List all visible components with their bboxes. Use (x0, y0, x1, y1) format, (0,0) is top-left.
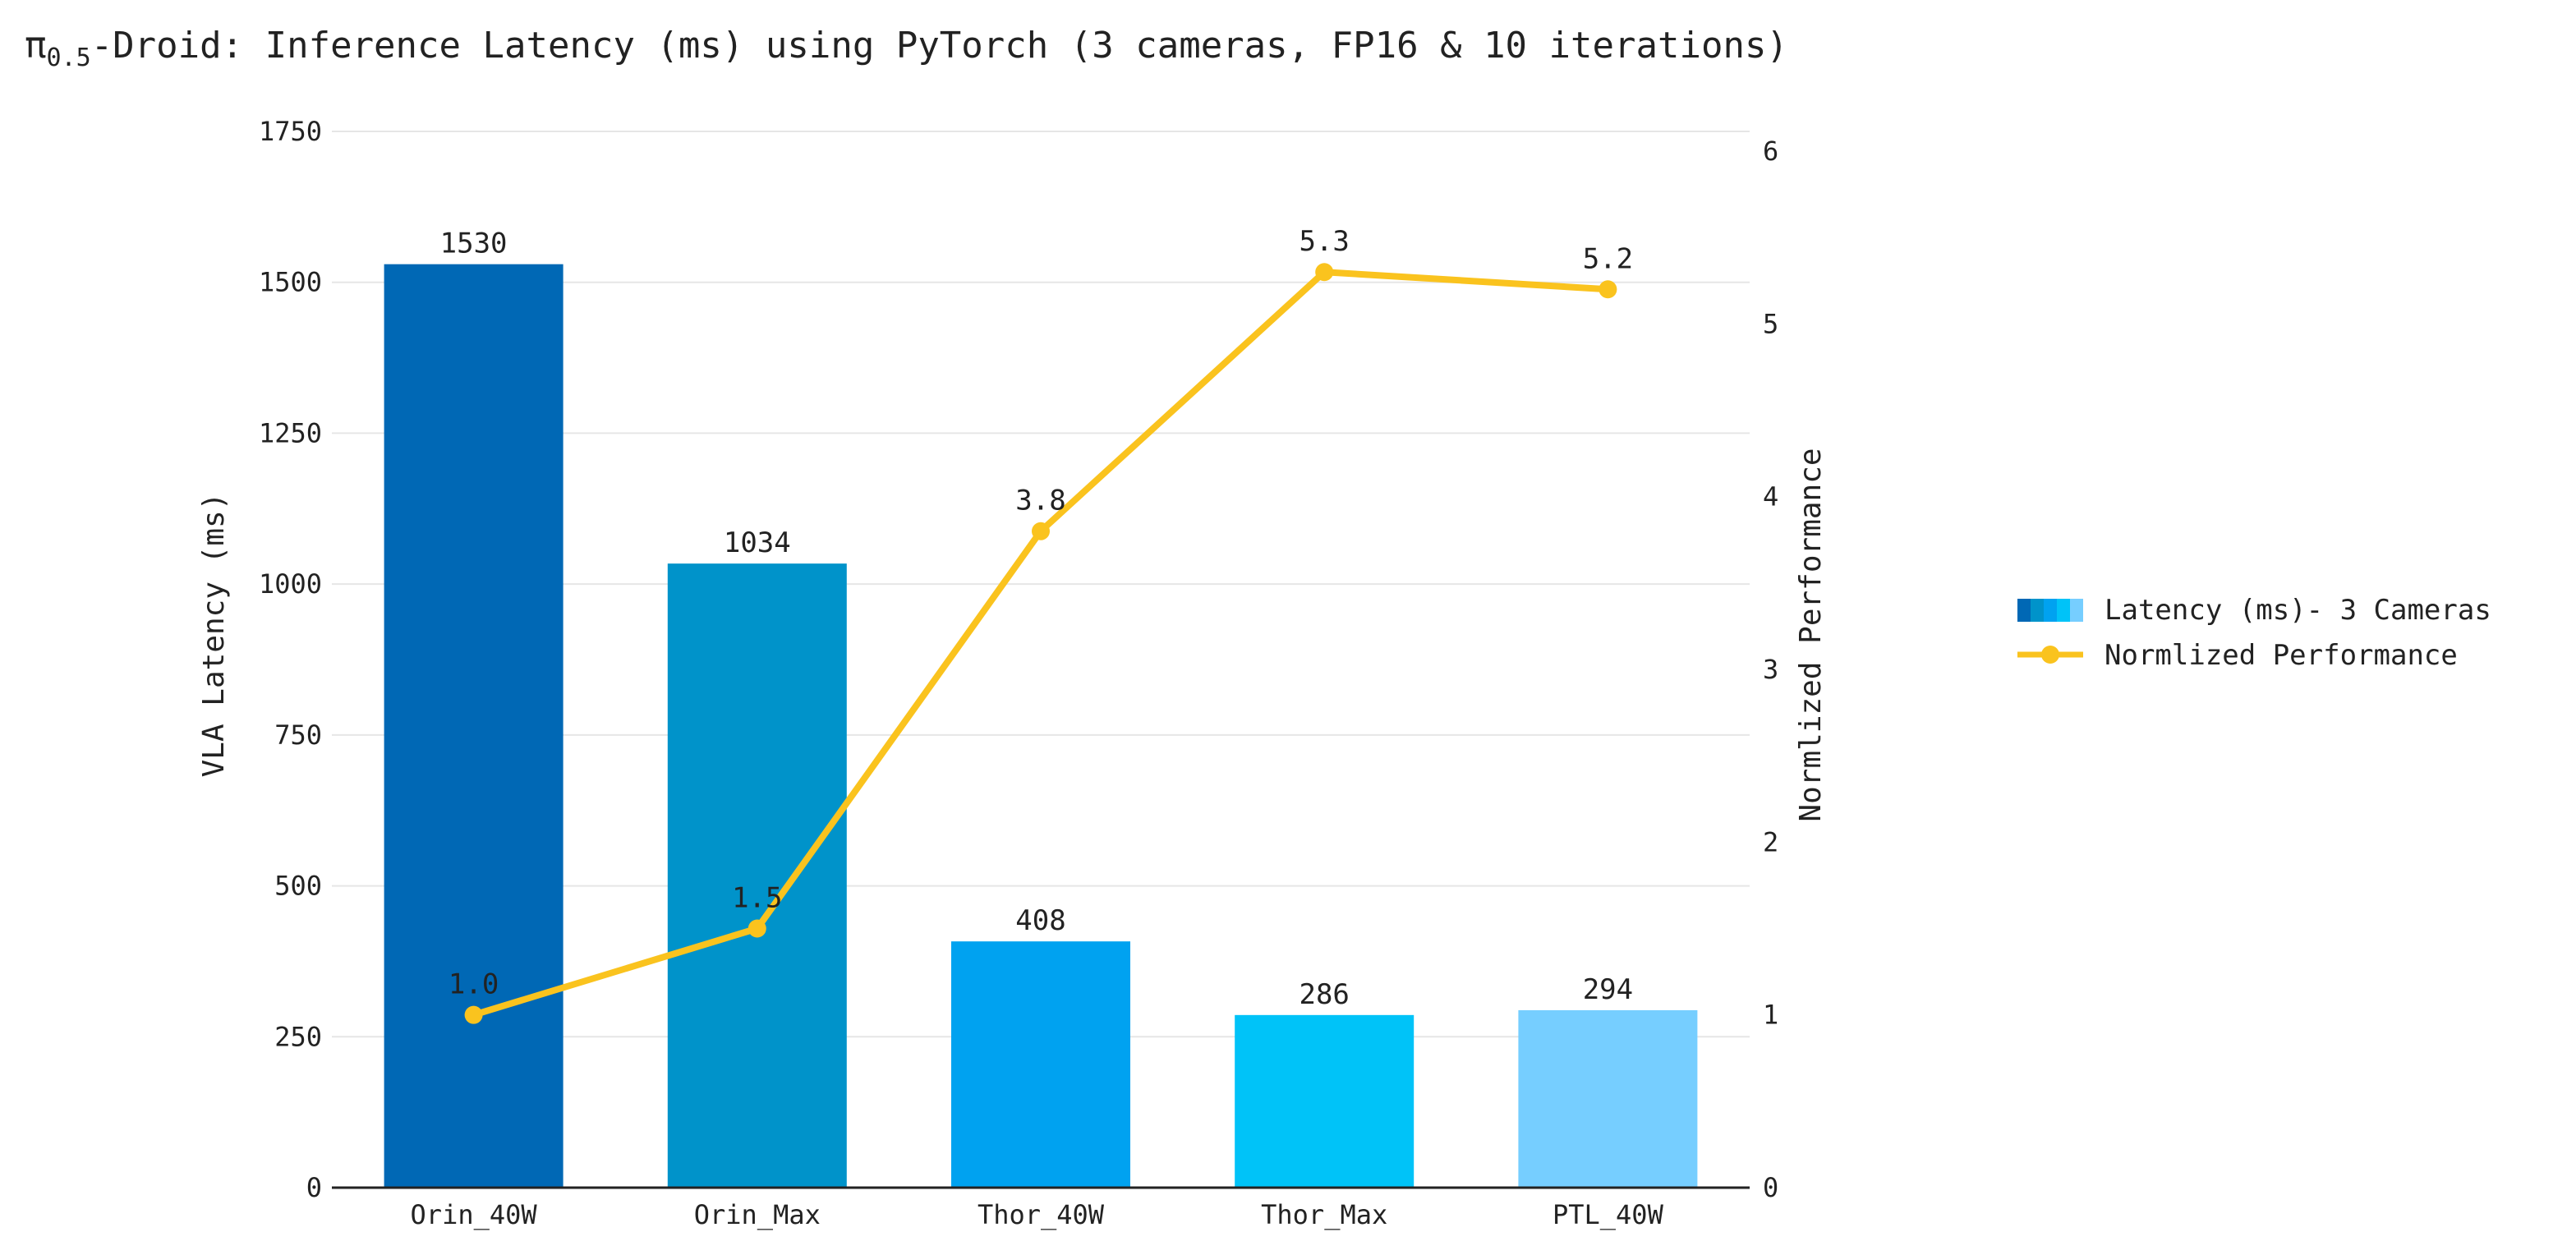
x-tick-label: Thor_40W (978, 1199, 1105, 1230)
performance-marker (1315, 263, 1334, 282)
y-axis-ticks: 0 250 500 750 1000 1250 1500 1750 (259, 116, 322, 1203)
line-value-label: 1.0 (448, 968, 499, 1001)
line-value-label: 3.8 (1015, 485, 1065, 517)
y2-axis-ticks: 0 1 2 3 4 5 6 (1763, 136, 1778, 1203)
performance-marker (748, 919, 766, 938)
y-tick-label: 750 (274, 719, 322, 751)
line-value-label: 5.3 (1299, 225, 1349, 258)
legend-bar-swatch (2017, 599, 2083, 622)
x-tick-label: Thor_Max (1261, 1199, 1387, 1230)
data-labels: 1530 1034 408 286 294 1.0 1.5 3.8 5.3 5.2 (440, 225, 1633, 1011)
y-tick-label: 1250 (259, 417, 322, 448)
x-tick-label: Orin_40W (411, 1199, 538, 1230)
bar (667, 563, 847, 1188)
bar-series (384, 264, 1698, 1188)
line-series (464, 263, 1617, 1024)
line-value-label: 1.5 (732, 882, 782, 915)
y2-tick-label: 6 (1763, 136, 1778, 167)
bar-value-label: 286 (1299, 978, 1349, 1011)
y-tick-label: 1750 (259, 116, 322, 147)
title-pi: π (25, 25, 47, 67)
bar-value-label: 408 (1015, 904, 1065, 937)
y-tick-label: 250 (274, 1021, 322, 1052)
x-tick-label: PTL_40W (1552, 1199, 1664, 1230)
gridlines (332, 131, 1750, 1038)
y2-tick-label: 5 (1763, 308, 1778, 339)
y-tick-label: 1000 (259, 568, 322, 600)
performance-marker (1032, 522, 1050, 540)
legend-swatch-segment (2031, 599, 2044, 622)
performance-marker (1598, 280, 1617, 299)
x-tick-label: Orin_Max (694, 1199, 821, 1230)
performance-line (472, 269, 1608, 1018)
legend-bar-label: Latency (ms)- 3 Cameras (2104, 594, 2491, 627)
legend-swatch-segment (2070, 599, 2083, 622)
legend-swatch-segment (2044, 599, 2057, 622)
bar-value-label: 1034 (724, 526, 791, 559)
y2-tick-label: 0 (1763, 1172, 1778, 1203)
chart-title: π0.5-Droid: Inference Latency (ms) using… (25, 25, 1788, 72)
performance-marker (464, 1005, 483, 1024)
y2-tick-label: 3 (1763, 654, 1778, 685)
legend: Latency (ms)- 3 Cameras Normlized Perfor… (2017, 594, 2491, 672)
title-subscript: 0.5 (47, 44, 91, 72)
bar (1235, 1014, 1414, 1188)
line-value-label: 5.2 (1583, 242, 1633, 275)
bar (1518, 1009, 1698, 1188)
y2-axis-title: Normlized Performance (1794, 448, 1828, 821)
bar (951, 941, 1130, 1188)
y-tick-label: 500 (274, 871, 322, 902)
y-axis-title: VLA Latency (ms) (197, 493, 231, 778)
y-tick-label: 1500 (259, 267, 322, 298)
bar-value-label: 294 (1583, 973, 1633, 1006)
x-axis-ticks: Orin_40W Orin_Max Thor_40W Thor_Max PTL_40W (411, 1199, 1664, 1230)
y-tick-label: 0 (306, 1172, 322, 1203)
bar-value-label: 1530 (440, 228, 508, 260)
y2-tick-label: 4 (1763, 481, 1778, 513)
y2-tick-label: 1 (1763, 1000, 1778, 1031)
title-text: -Droid: Inference Latency (ms) using PyT… (91, 25, 1788, 67)
legend-line-label: Normlized Performance (2104, 639, 2458, 672)
legend-swatch-segment (2057, 599, 2070, 622)
y2-tick-label: 2 (1763, 826, 1778, 857)
bar (384, 264, 564, 1188)
legend-swatch-segment (2017, 599, 2031, 622)
legend-line-marker (2041, 646, 2059, 664)
